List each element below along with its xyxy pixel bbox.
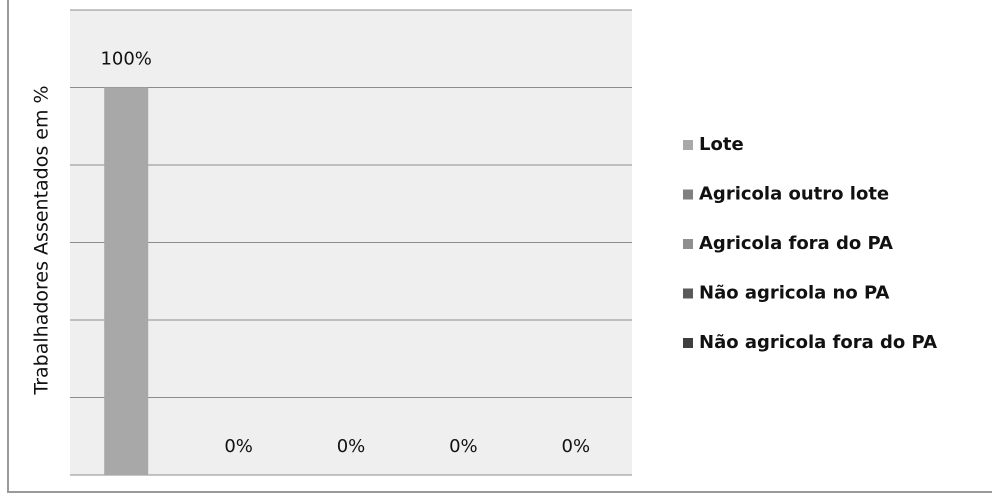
data-label: 0%	[337, 436, 366, 457]
legend-label: Agricola outro lote	[699, 184, 889, 205]
y-axis-label: Trabalhadores Assentados em %	[31, 85, 53, 395]
legend-label: Não agricola fora do PA	[699, 332, 937, 353]
data-label: 0%	[449, 436, 478, 457]
legend-label: Lote	[699, 134, 744, 155]
data-label: 100%	[100, 49, 151, 70]
legend-swatch	[683, 140, 693, 150]
legend-swatch	[683, 338, 693, 348]
bar	[104, 87, 149, 475]
legend-label: Agricola fora do PA	[699, 233, 893, 254]
legend-swatch	[683, 239, 693, 249]
chart-frame	[7, 0, 992, 493]
legend-swatch	[683, 189, 693, 200]
data-label: 0%	[562, 436, 591, 457]
data-label: 0%	[224, 436, 253, 457]
legend-label: Não agricola no PA	[699, 283, 890, 304]
legend-swatch	[683, 288, 693, 299]
